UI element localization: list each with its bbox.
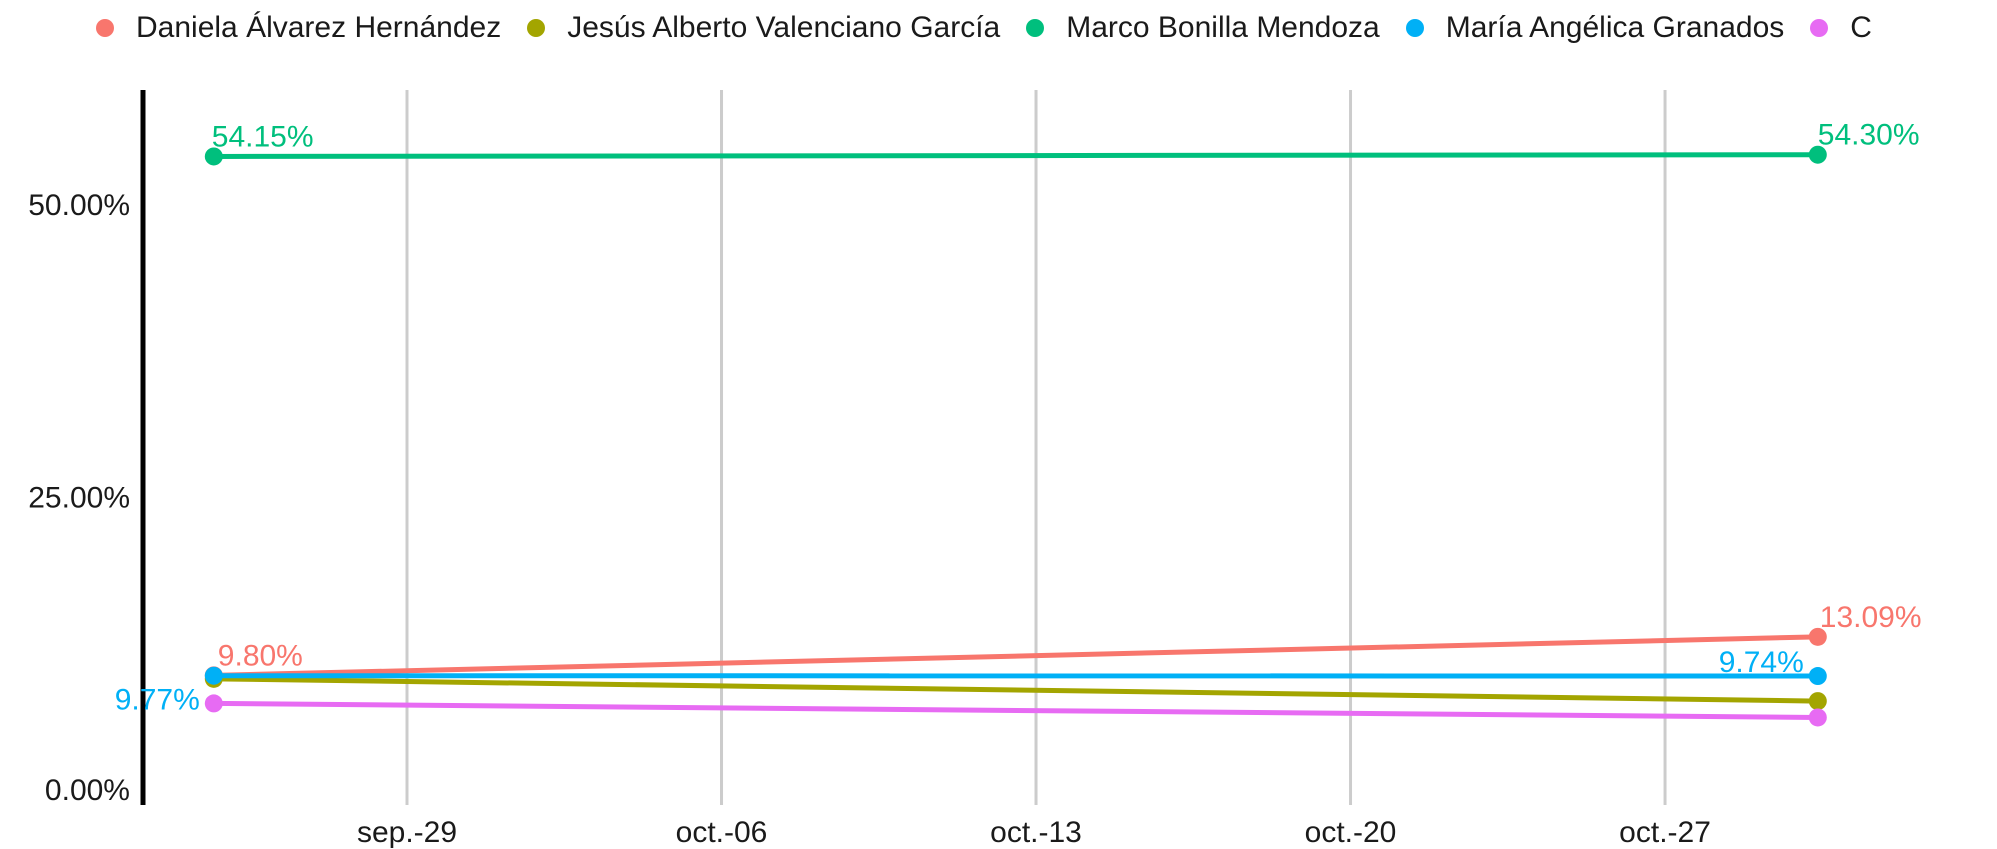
x-tick-label: oct.-06: [676, 816, 768, 849]
data-point: [204, 147, 223, 166]
data-point: [1808, 145, 1827, 164]
axes: sep.-29 oct.-06 oct.-13 oct.-20 oct.-27 0.00%…: [28, 90, 1711, 849]
legend-marker: [1810, 19, 1829, 37]
gridlines: [405, 90, 1667, 805]
data-point: [1808, 627, 1827, 646]
chart-legend: Daniela Álvarez Hernández Jesús Alberto …: [96, 8, 1997, 48]
x-tick-label: oct.-20: [1305, 816, 1397, 849]
legend-item-daniela: Daniela Álvarez Hernández: [96, 11, 501, 45]
legend-item-jesus: Jesús Alberto Valenciano García: [527, 11, 1000, 45]
x-tick-label: oct.-13: [990, 816, 1082, 849]
legend-label: María Angélica Granados: [1445, 11, 1785, 44]
legend-marker: [1026, 19, 1045, 37]
data-label: 9.77%: [115, 684, 200, 717]
data-label: 9.74%: [1719, 646, 1804, 679]
data-label: 54.30%: [1818, 119, 1920, 152]
data-label: 13.09%: [1820, 601, 1922, 634]
data-point: [204, 666, 223, 685]
legend-marker: [1405, 19, 1424, 37]
series-lines: [204, 145, 1827, 727]
series-line: [213, 152, 1818, 159]
legend-item-marco: Marco Bonilla Mendoza: [1026, 11, 1380, 45]
data-label: 9.80%: [218, 639, 303, 672]
legend-label: Jesús Alberto Valenciano García: [567, 11, 1001, 44]
legend-label: C: [1850, 11, 1872, 44]
data-point: [1808, 667, 1827, 686]
y-tick-label: 25.00%: [28, 482, 130, 515]
legend-label: Marco Bonilla Mendoza: [1066, 11, 1380, 44]
legend-label: Daniela Álvarez Hernández: [136, 11, 502, 44]
legend-marker: [96, 19, 114, 37]
y-tick-label: 50.00%: [28, 189, 130, 222]
data-point: [1808, 708, 1827, 727]
legend-item-c: C: [1810, 11, 1872, 45]
x-tick-label: sep.-29: [357, 816, 457, 849]
x-tick-label: oct.-27: [1619, 816, 1711, 849]
data-label: 54.15%: [212, 120, 314, 153]
legend-item-maria: María Angélica Granados: [1405, 11, 1785, 45]
data-point: [1808, 692, 1827, 711]
series-line: [213, 676, 1818, 704]
legend-marker: [527, 19, 546, 37]
y-tick-label: 0.00%: [45, 774, 130, 807]
series-line: [213, 634, 1818, 678]
series-line: [213, 700, 1818, 720]
data-point: [204, 694, 223, 713]
data-labels: 9.80% 13.09% 54.15% 54.30% 9.77% 9.74%: [115, 119, 1922, 717]
